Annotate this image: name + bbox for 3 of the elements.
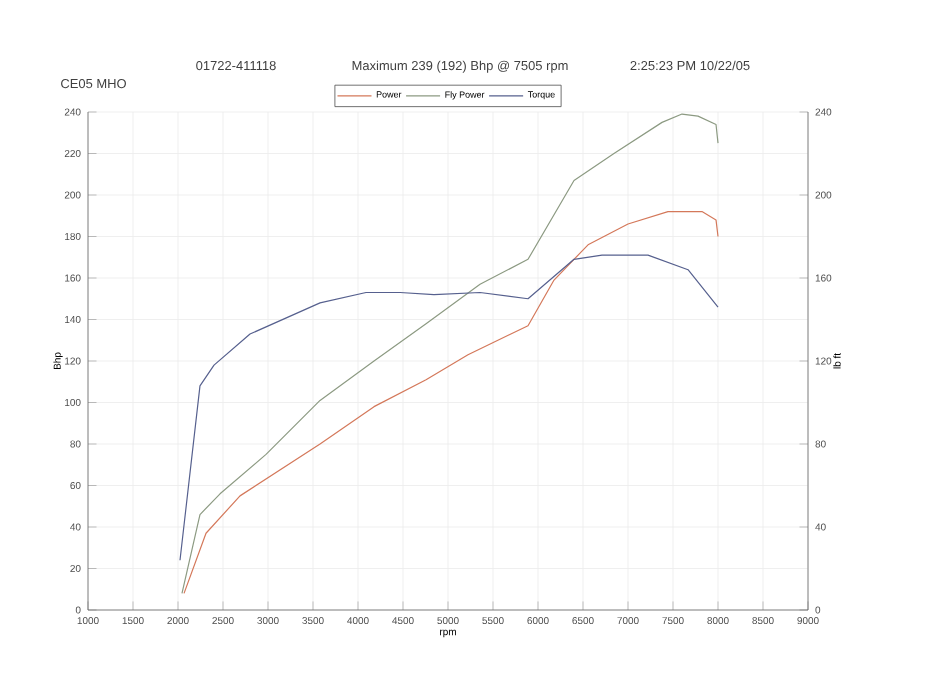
line-series [179, 254, 719, 561]
line-series [181, 113, 719, 594]
line-series [183, 211, 719, 594]
